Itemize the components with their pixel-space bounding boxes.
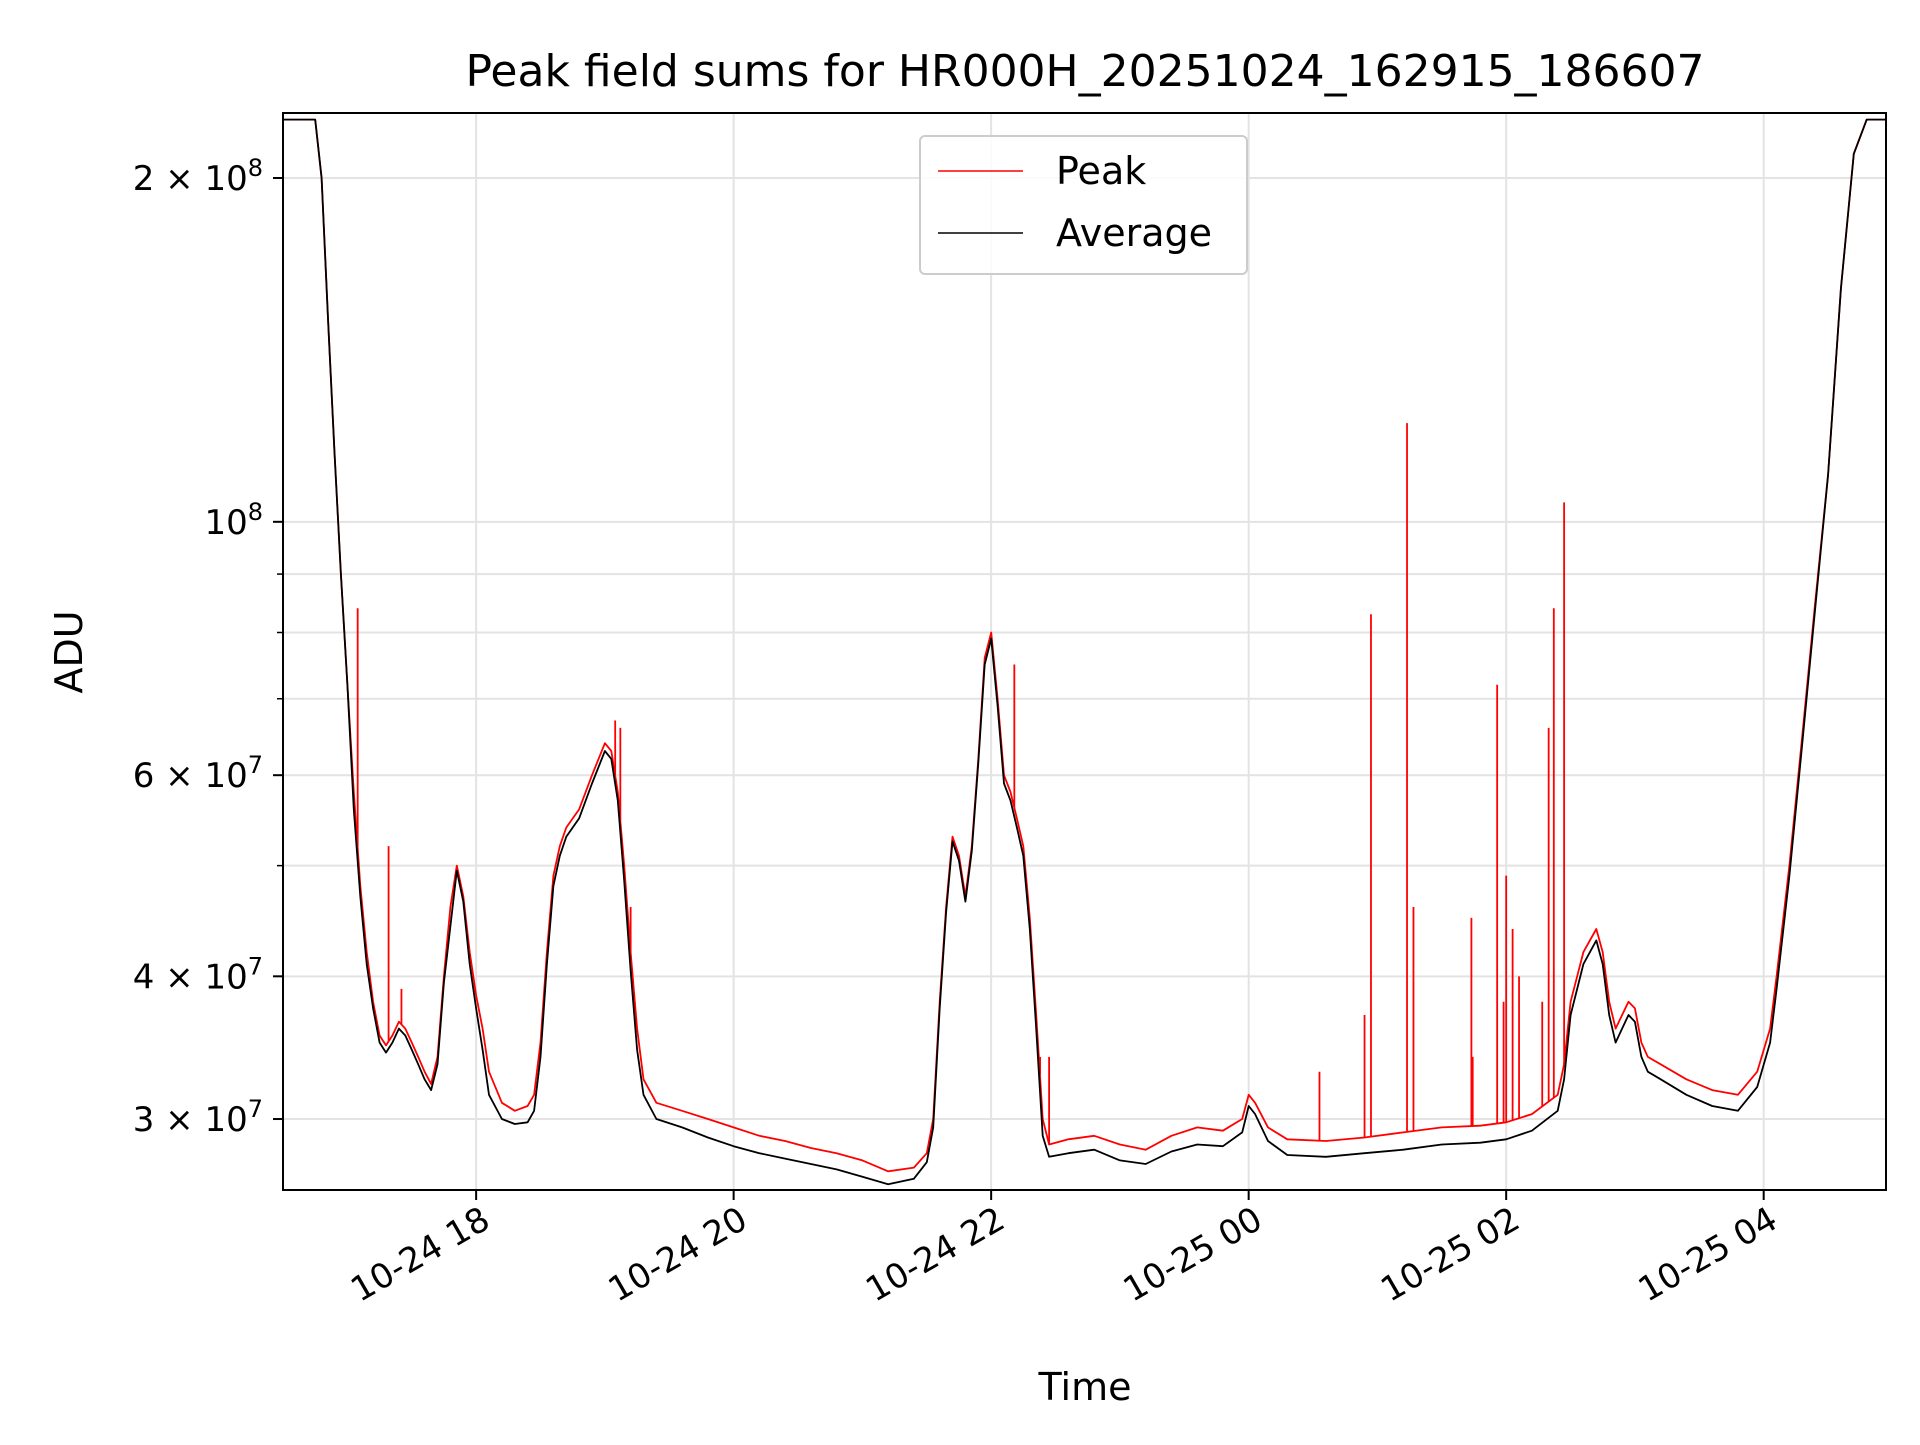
legend: Peak Average: [919, 135, 1248, 275]
y-tick-label: 3 × 107: [133, 1095, 263, 1140]
plot-frame: [282, 112, 1887, 1191]
y-tick-label: 4 × 107: [133, 952, 263, 997]
y-axis-label: ADU: [47, 610, 91, 693]
series-line-average: [283, 118, 1886, 1186]
y-tick-label: 6 × 107: [133, 751, 263, 796]
y-axis-ticks: 3 × 107 4 × 107 6 × 107 108 2 × 108: [133, 154, 283, 1140]
plot-series: [283, 118, 1886, 1186]
x-axis-label: Time: [1038, 1365, 1132, 1409]
legend-average-label: Average: [1056, 211, 1212, 255]
chart-title: Peak field sums for HR000H_20251024_1629…: [465, 46, 1704, 97]
y-tick-label: 2 × 108: [133, 154, 263, 199]
legend-peak-label: Peak: [1056, 149, 1146, 193]
y-tick-label: 108: [204, 498, 263, 543]
